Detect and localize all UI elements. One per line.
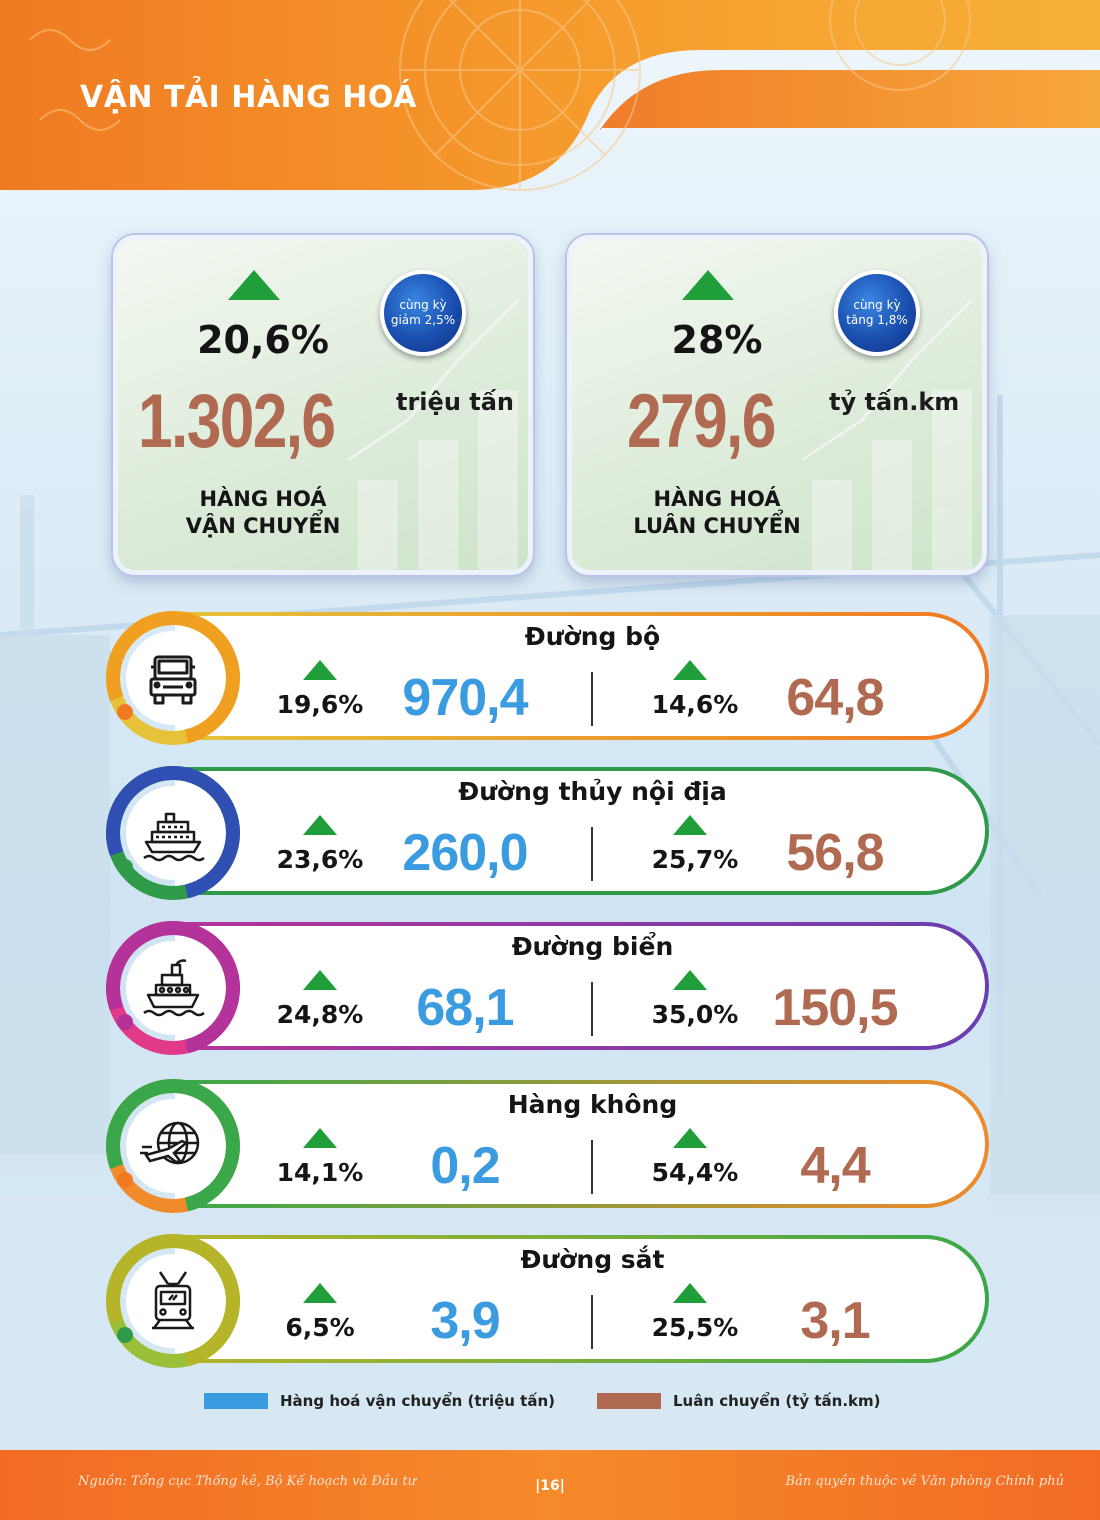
mode-row-5: Đường sắt 6,5% 3,9 25,5% 3,1 <box>105 1233 995 1368</box>
turnover-growth-percent: 25,7% <box>651 845 739 874</box>
summary-growth-percent: 28% <box>671 318 763 362</box>
header-background <box>0 0 1100 191</box>
mode-row-frame <box>106 1079 989 1213</box>
turnover-growth-percent: 35,0% <box>651 1000 739 1029</box>
badge-line-1: cùng kỳ <box>399 298 447 312</box>
header-banner: VẬN TẢI HÀNG HOÁ <box>0 0 1100 195</box>
up-arrow-icon <box>303 660 337 680</box>
mode-title: Hàng không <box>507 1090 678 1119</box>
summary-unit: tỷ tấn.km <box>829 388 960 416</box>
up-arrow-icon <box>673 1283 707 1303</box>
footer: Nguồn: Tổng cục Thống kê, Bộ Kế hoạch và… <box>0 1450 1100 1520</box>
chart-bars-decoration <box>347 298 520 570</box>
mode-row-2: Đường thủy nội địa 23,6% 260,0 25,7% 56,… <box>105 765 995 900</box>
page-number: |16| <box>535 1478 565 1494</box>
divider <box>591 1140 593 1194</box>
summary-card-freight-turnover: 28% cùng kỳ tăng 1,8% 279,6 tỷ tấn.km HÀ… <box>567 235 987 575</box>
freight-transported-value: 3,9 <box>430 1292 500 1350</box>
mode-row-1: Đường bộ 19,6% 970,4 14,6% 64,8 <box>105 610 995 745</box>
turnover-growth-percent: 54,4% <box>651 1158 739 1187</box>
divider <box>591 827 593 881</box>
divider <box>591 1295 593 1349</box>
summary-label: HÀNG HOÁ LUÂN CHUYỂN <box>612 486 822 540</box>
up-arrow-icon <box>673 660 707 680</box>
freight-turnover-value: 150,5 <box>772 979 898 1037</box>
up-arrow-icon <box>673 1128 707 1148</box>
summary-label-line-1: HÀNG HOÁ <box>653 487 781 511</box>
freight-growth-percent: 19,6% <box>276 690 364 719</box>
ferry-icon <box>143 812 205 862</box>
train-icon <box>152 1271 194 1330</box>
plane-globe-icon <box>140 1121 200 1165</box>
summary-label-line-2: LUÂN CHUYỂN <box>633 514 801 538</box>
mode-title: Đường bộ <box>524 622 661 651</box>
legend-item-turnover: Luân chuyển (tỷ tấn.km) <box>597 1390 881 1412</box>
badge-line-2: giảm 2,5% <box>390 313 456 327</box>
ship-icon <box>143 959 205 1017</box>
up-arrow-icon <box>303 1128 337 1148</box>
yoy-badge: cùng kỳ giảm 2,5% <box>380 270 466 356</box>
freight-turnover-value: 64,8 <box>786 669 884 727</box>
turnover-growth-percent: 25,5% <box>651 1313 739 1342</box>
freight-transported-value: 68,1 <box>416 979 514 1037</box>
freight-turnover-value: 3,1 <box>800 1292 870 1350</box>
mode-row-4: Hàng không 14,1% 0,2 54,4% 4,4 <box>105 1078 995 1213</box>
mode-title: Đường biển <box>511 932 674 961</box>
freight-transported-value: 970,4 <box>402 669 528 727</box>
freight-transported-value: 0,2 <box>430 1137 500 1195</box>
mode-title: Đường sắt <box>520 1245 665 1274</box>
badge-line-1: cùng kỳ <box>853 298 901 312</box>
legend-label: Hàng hoá vận chuyển (triệu tấn) <box>280 1392 556 1410</box>
up-arrow-icon <box>303 815 337 835</box>
mode-row-frame <box>106 611 989 745</box>
freight-transported-value: 260,0 <box>402 824 528 882</box>
mode-row-frame <box>106 1234 989 1368</box>
summary-label-line-2: VẬN CHUYỂN <box>185 514 341 538</box>
mode-row-frame <box>106 921 989 1055</box>
summary-growth-percent: 20,6% <box>197 318 329 362</box>
freight-growth-percent: 24,8% <box>276 1000 364 1029</box>
freight-turnover-value: 4,4 <box>800 1137 870 1195</box>
legend-item-transported: Hàng hoá vận chuyển (triệu tấn) <box>204 1390 555 1412</box>
mode-row-3: Đường biển 24,8% 68,1 35,0% 150,5 <box>105 920 995 1055</box>
legend-label: Luân chuyển (tỷ tấn.km) <box>673 1392 881 1410</box>
badge-line-2: tăng 1,8% <box>846 313 908 327</box>
summary-label: HÀNG HOÁ VẬN CHUYỂN <box>158 486 368 540</box>
mode-title: Đường thủy nội địa <box>458 777 727 806</box>
up-arrow-icon <box>303 970 337 990</box>
freight-turnover-value: 56,8 <box>786 824 884 882</box>
yoy-badge: cùng kỳ tăng 1,8% <box>834 270 920 356</box>
page-title: VẬN TẢI HÀNG HOÁ <box>80 80 417 115</box>
freight-growth-percent: 14,1% <box>276 1158 364 1187</box>
summary-big-value: 1.302,6 <box>138 379 336 464</box>
summary-big-value: 279,6 <box>627 379 776 464</box>
freight-growth-percent: 6,5% <box>285 1313 355 1342</box>
up-arrow-icon <box>303 1283 337 1303</box>
up-arrow-icon <box>673 815 707 835</box>
freight-growth-percent: 23,6% <box>276 845 364 874</box>
summary-label-line-1: HÀNG HOÁ <box>199 487 327 511</box>
source-note: Nguồn: Tổng cục Thống kê, Bộ Kế hoạch và… <box>78 1474 416 1489</box>
summary-card-freight-transported: 20,6% cùng kỳ giảm 2,5% 1.302,6 triệu tấ… <box>113 235 533 575</box>
copyright-note: Bản quyền thuộc về Văn phòng Chính phủ <box>785 1474 1064 1489</box>
chart-bars-decoration <box>801 298 974 570</box>
turnover-growth-percent: 14,6% <box>651 690 739 719</box>
divider <box>591 982 593 1036</box>
up-arrow-icon <box>682 270 734 300</box>
truck-icon <box>149 655 197 705</box>
legend-swatch <box>597 1393 661 1409</box>
up-arrow-icon <box>228 270 280 300</box>
legend-swatch <box>204 1393 268 1409</box>
divider <box>591 672 593 726</box>
up-arrow-icon <box>673 970 707 990</box>
summary-unit: triệu tấn <box>396 388 515 416</box>
